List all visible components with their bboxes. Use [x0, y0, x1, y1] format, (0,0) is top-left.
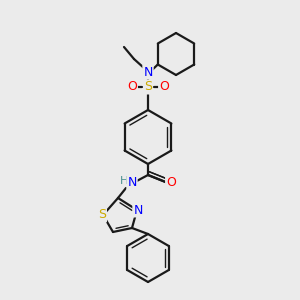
Text: O: O — [166, 176, 176, 190]
Text: H: H — [120, 176, 128, 186]
Text: N: N — [133, 203, 143, 217]
Text: N: N — [143, 65, 153, 79]
Text: N: N — [127, 176, 137, 190]
Text: S: S — [144, 80, 152, 94]
Text: O: O — [159, 80, 169, 94]
Text: O: O — [127, 80, 137, 94]
Text: S: S — [98, 208, 106, 221]
